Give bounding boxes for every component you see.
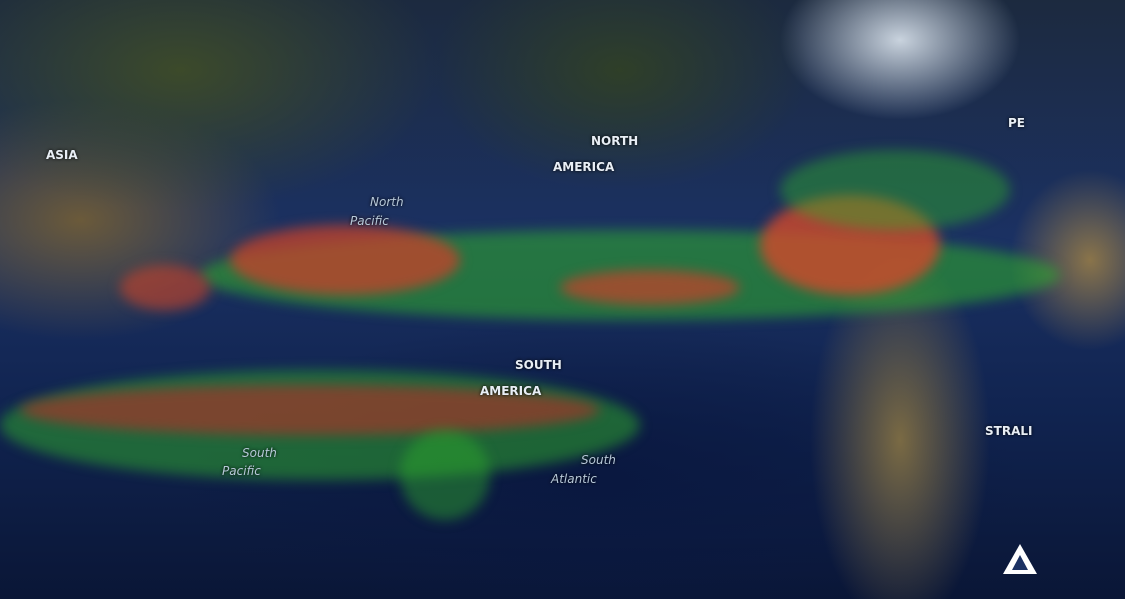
storm-track-band-south-tail: [400, 430, 490, 520]
label-south-pacific-2: Pacific: [222, 464, 261, 478]
label-north-pacific-2: Pacific: [350, 214, 389, 228]
label-south-pacific-1: South: [242, 446, 277, 460]
label-north-america-2: AMERICA: [553, 160, 615, 174]
label-north-pacific-1: North: [370, 195, 404, 209]
label-australia: STRALI: [985, 424, 1033, 438]
storm-track-band-south-red: [20, 385, 600, 435]
label-south-america-1: SOUTH: [515, 358, 562, 372]
label-south-atlantic-1: South: [581, 453, 616, 467]
logo-icon: [1003, 544, 1037, 574]
storm-track-band-north-red-central: [560, 270, 740, 305]
storm-track-band-north-red-asia: [120, 265, 210, 310]
label-europe: PE: [1008, 116, 1025, 130]
label-south-atlantic-2: Atlantic: [551, 472, 597, 486]
storm-track-band-north-red-atlantic: [760, 195, 940, 295]
label-asia: ASIA: [46, 148, 78, 162]
label-north-america-1: NORTH: [591, 134, 639, 148]
storm-track-band-north-red-pacific: [230, 225, 460, 295]
storm-track-band-atlantic-green: [780, 150, 1010, 230]
label-south-america-2: AMERICA: [480, 384, 542, 398]
